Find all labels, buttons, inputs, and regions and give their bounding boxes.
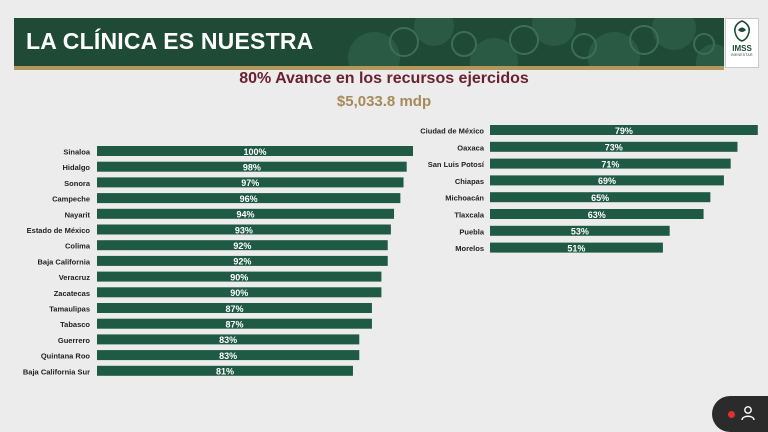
bar-0-0 bbox=[97, 146, 413, 156]
bar-0-13 bbox=[97, 350, 360, 361]
recording-indicator[interactable] bbox=[712, 396, 768, 432]
value-label: 90% bbox=[230, 272, 248, 282]
user-icon bbox=[741, 406, 755, 421]
chart-amount: $5,033.8 mdp bbox=[336, 93, 432, 110]
bar-1-6 bbox=[490, 225, 670, 236]
category-label: Michoacán bbox=[445, 194, 484, 203]
category-label: Campeche bbox=[52, 195, 90, 204]
value-label: 63% bbox=[588, 210, 606, 220]
value-label: 79% bbox=[615, 126, 633, 136]
bar-0-8 bbox=[97, 271, 382, 282]
category-label: Tamaulipas bbox=[49, 305, 90, 314]
value-label: 98% bbox=[243, 163, 261, 173]
bar-1-2 bbox=[490, 158, 731, 169]
bar-0-10 bbox=[97, 303, 372, 313]
category-label: Guerrero bbox=[58, 336, 91, 345]
value-label: 87% bbox=[225, 304, 243, 314]
value-label: 92% bbox=[233, 241, 251, 251]
category-label: Morelos bbox=[455, 244, 484, 253]
bar-0-11 bbox=[97, 318, 372, 329]
value-label: 92% bbox=[233, 257, 251, 267]
bar-1-4 bbox=[490, 192, 711, 203]
category-label: Colima bbox=[65, 242, 91, 251]
header-banner: LA CLÍNICA ES NUESTRA bbox=[14, 18, 724, 66]
bar-0-1 bbox=[97, 161, 407, 172]
category-label: Oaxaca bbox=[457, 143, 485, 152]
value-label: 97% bbox=[241, 178, 259, 188]
logo-text: IMSS bbox=[732, 44, 752, 53]
category-label: Puebla bbox=[459, 227, 484, 236]
value-label: 73% bbox=[605, 143, 623, 153]
bar-0-6 bbox=[97, 240, 388, 251]
category-label: Tabasco bbox=[60, 320, 90, 329]
value-label: 83% bbox=[219, 351, 237, 361]
page-title: LA CLÍNICA ES NUESTRA bbox=[26, 28, 314, 54]
value-label: 87% bbox=[225, 320, 243, 330]
category-label: Sinaloa bbox=[63, 148, 91, 157]
bar-0-2 bbox=[97, 177, 404, 188]
category-label: Nayarit bbox=[65, 210, 91, 219]
bar-1-7 bbox=[490, 242, 663, 253]
category-label: Sonora bbox=[64, 179, 91, 188]
value-label: 71% bbox=[601, 159, 619, 169]
category-label: Estado de México bbox=[27, 226, 91, 235]
value-label: 81% bbox=[216, 367, 234, 377]
value-label: 100% bbox=[243, 147, 266, 157]
bar-0-9 bbox=[97, 287, 382, 298]
value-label: 69% bbox=[598, 176, 616, 186]
bar-0-7 bbox=[97, 255, 388, 266]
bar-0-14 bbox=[97, 365, 353, 376]
eagle-emblem-icon bbox=[734, 20, 750, 42]
bar-0-5 bbox=[97, 224, 391, 235]
value-label: 51% bbox=[567, 243, 585, 253]
category-label: Baja California Sur bbox=[23, 367, 90, 376]
bar-0-4 bbox=[97, 208, 395, 219]
category-label: Ciudad de México bbox=[420, 127, 484, 136]
bar-1-5 bbox=[490, 209, 704, 219]
value-label: 96% bbox=[240, 194, 258, 204]
record-dot-icon bbox=[728, 411, 735, 418]
logo-subtext: BIENESTAR bbox=[731, 53, 753, 57]
value-label: 93% bbox=[235, 225, 253, 235]
category-label: Baja California bbox=[37, 257, 90, 266]
bar-1-0 bbox=[490, 125, 758, 135]
category-label: San Luis Potosí bbox=[428, 160, 485, 169]
category-label: Chiapas bbox=[455, 177, 484, 186]
category-label: Veracruz bbox=[59, 273, 91, 282]
category-label: Tlaxcala bbox=[454, 211, 484, 220]
banner-gold-stripe bbox=[14, 66, 724, 70]
category-label: Hidalgo bbox=[63, 163, 91, 172]
bar-0-12 bbox=[97, 334, 360, 345]
value-label: 53% bbox=[571, 227, 589, 237]
chart-title: 80% Avance en los recursos ejercidos bbox=[239, 70, 529, 87]
category-label: Quintana Roo bbox=[41, 352, 91, 361]
imss-bienestar-logo: IMSS BIENESTAR bbox=[725, 18, 759, 68]
banner-pattern bbox=[348, 18, 724, 66]
value-label: 83% bbox=[219, 335, 237, 345]
value-label: 65% bbox=[591, 193, 609, 203]
value-label: 94% bbox=[237, 210, 255, 220]
bar-0-3 bbox=[97, 193, 401, 204]
bar-1-1 bbox=[490, 141, 738, 152]
bar-1-3 bbox=[490, 175, 724, 186]
category-label: Zacatecas bbox=[54, 289, 90, 298]
value-label: 90% bbox=[230, 288, 248, 298]
